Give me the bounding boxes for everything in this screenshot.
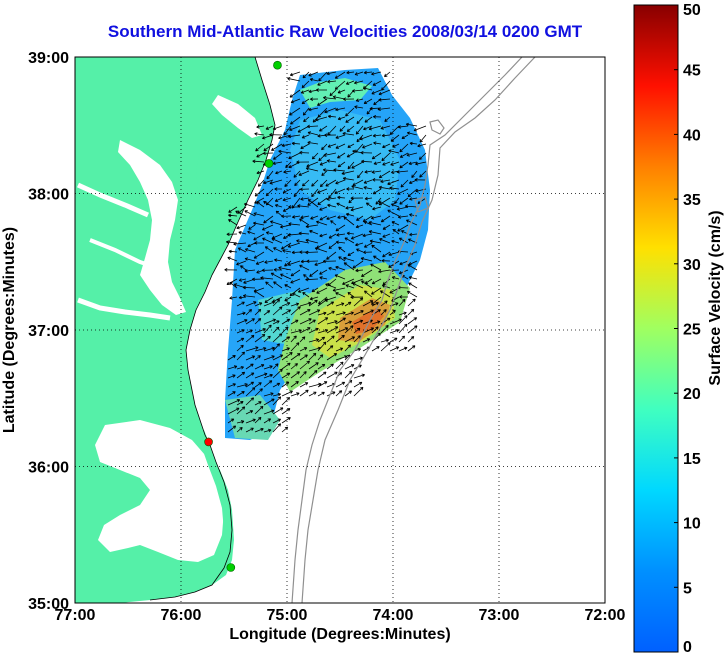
delaware-bay <box>212 95 262 138</box>
colorbar-tick-label: 45 <box>683 63 701 80</box>
y-axis-label: Latitude (Degrees:Minutes) <box>1 227 18 433</box>
longitude-tick-label: 75:00 <box>267 607 308 624</box>
plot-frame <box>74 56 606 604</box>
potomac-river <box>76 182 149 218</box>
land-delmarva <box>186 150 248 300</box>
longitude-tick-label: 74:00 <box>373 607 414 624</box>
latitude-tick-label: 37:00 <box>28 323 69 340</box>
longitude-tick-label: 72:00 <box>585 607 626 624</box>
colorbar-ticks: 0 5 10 15 20 25 30 35 40 45 50 <box>674 2 701 656</box>
radar-station-marker <box>226 563 236 572</box>
colorbar-label: Surface Velocity (cm/s) <box>707 210 724 385</box>
longitude-tick-label: 76:00 <box>161 607 202 624</box>
colorbar-tick-label: 0 <box>683 639 692 656</box>
latitude-tick-label: 36:00 <box>28 460 69 477</box>
james-river <box>77 297 171 321</box>
bathymetry-contours <box>291 57 536 603</box>
chesapeake-bay <box>118 140 186 315</box>
colorbar <box>633 4 679 653</box>
longitude-ticks: 77:00 76:00 75:00 74:00 73:00 72:00 <box>55 607 626 624</box>
map-grid <box>75 57 605 603</box>
outer-banks <box>202 430 232 578</box>
rappahannock-river <box>89 238 159 270</box>
colorbar-tick-label: 5 <box>683 580 692 597</box>
colorbar-tick-label: 15 <box>683 451 701 468</box>
colorbar-tick-label: 40 <box>683 127 701 144</box>
pamlico-sound <box>95 420 224 562</box>
colorbar-tick-label: 35 <box>683 192 701 209</box>
latitude-ticks: 39:00 38:00 37:00 36:00 35:00 <box>28 50 69 613</box>
colorbar-tick-label: 50 <box>683 2 701 19</box>
latitude-tick-label: 38:00 <box>28 187 69 204</box>
longitude-tick-label: 77:00 <box>55 607 96 624</box>
colorbar-tick-label: 25 <box>683 322 701 339</box>
velocity-vectors <box>224 70 427 433</box>
latitude-tick-label: 39:00 <box>28 50 69 67</box>
map-title: Southern Mid-Atlantic Raw Velocities 200… <box>107 22 583 41</box>
radar-station-marker <box>264 159 274 168</box>
radar-station-marker <box>204 437 213 447</box>
colorbar-tick-label: 30 <box>683 257 701 274</box>
radar-station-marker <box>273 60 282 70</box>
longitude-tick-label: 73:00 <box>479 607 520 624</box>
x-axis-label: Longitude (Degrees:Minutes) <box>229 626 450 643</box>
radar-stations <box>204 60 282 572</box>
colorbar-tick-label: 20 <box>683 386 701 403</box>
velocity-arrows <box>224 70 427 433</box>
colorbar-tick-label: 10 <box>683 516 701 533</box>
latitude-tick-label: 35:00 <box>28 596 69 613</box>
